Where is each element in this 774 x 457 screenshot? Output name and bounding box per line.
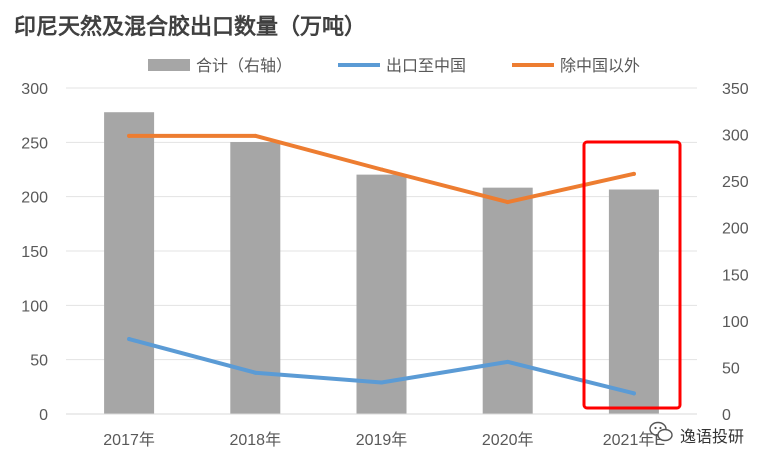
x-axis-tick-label: 2019年 bbox=[356, 431, 408, 449]
highlight-box-2021e bbox=[582, 140, 682, 410]
line-1-point-4 bbox=[505, 359, 510, 364]
left-axis-tick-label: 250 bbox=[21, 135, 48, 152]
left-axis-tick-label: 0 bbox=[39, 407, 48, 424]
line-1-point-5 bbox=[631, 391, 636, 396]
bar-series-total bbox=[104, 112, 659, 415]
bar-5 bbox=[608, 189, 659, 414]
right-axis-tick-label: 250 bbox=[722, 174, 749, 191]
x-axis-tick-label: 2018年 bbox=[229, 431, 281, 449]
left-axis-tick-label: 100 bbox=[21, 298, 48, 315]
left-axis: 0 50 100 150 200 250 300 bbox=[21, 81, 48, 424]
right-axis-tick-label: 350 bbox=[722, 81, 749, 98]
wechat-icon bbox=[649, 421, 673, 442]
bar-3 bbox=[356, 174, 407, 414]
line-1-point-3 bbox=[379, 380, 384, 385]
x-axis: 2017年 2018年 2019年 2020年 2021年E bbox=[103, 431, 665, 449]
right-axis-tick-label: 150 bbox=[722, 267, 749, 284]
right-axis-tick-label: 50 bbox=[722, 360, 740, 377]
right-axis: 0 50 100 150 200 250 300 350 bbox=[722, 81, 749, 424]
chart-title: 印尼天然及混合胶出口数量（万吨） bbox=[14, 14, 366, 40]
line-2-point-2 bbox=[253, 133, 258, 138]
right-axis-tick-label: 300 bbox=[722, 128, 749, 145]
bar-1 bbox=[104, 112, 155, 415]
line-1-point-1 bbox=[127, 337, 132, 342]
line-2-point-4 bbox=[505, 200, 510, 205]
right-axis-tick-label: 100 bbox=[722, 314, 749, 331]
legend-label-non-china: 除中国以外 bbox=[560, 56, 640, 75]
left-axis-tick-label: 200 bbox=[21, 190, 48, 207]
left-axis-tick-label: 300 bbox=[21, 81, 48, 98]
legend: 合计（右轴） 出口至中国 除中国以外 bbox=[148, 56, 640, 75]
left-axis-tick-label: 50 bbox=[30, 353, 48, 370]
line-2-point-3 bbox=[379, 167, 384, 172]
legend-label-total: 合计（右轴） bbox=[196, 56, 292, 75]
line-2-point-1 bbox=[127, 133, 132, 138]
line-series bbox=[127, 133, 636, 396]
x-axis-tick-label: 2017年 bbox=[103, 431, 155, 449]
right-axis-tick-label: 200 bbox=[722, 221, 749, 238]
legend-swatch-total bbox=[148, 59, 190, 71]
watermark: 逸语投研 bbox=[649, 421, 744, 446]
left-axis-tick-label: 150 bbox=[21, 244, 48, 261]
line-2-point-5 bbox=[631, 171, 636, 176]
legend-label-china: 出口至中国 bbox=[386, 56, 466, 75]
line-1-point-2 bbox=[253, 370, 258, 375]
x-axis-tick-label: 2021年E bbox=[603, 431, 665, 449]
bar-4 bbox=[482, 187, 533, 414]
right-axis-tick-label: 0 bbox=[722, 407, 731, 424]
x-axis-tick-label: 2020年 bbox=[482, 431, 534, 449]
watermark-text: 逸语投研 bbox=[680, 427, 744, 446]
